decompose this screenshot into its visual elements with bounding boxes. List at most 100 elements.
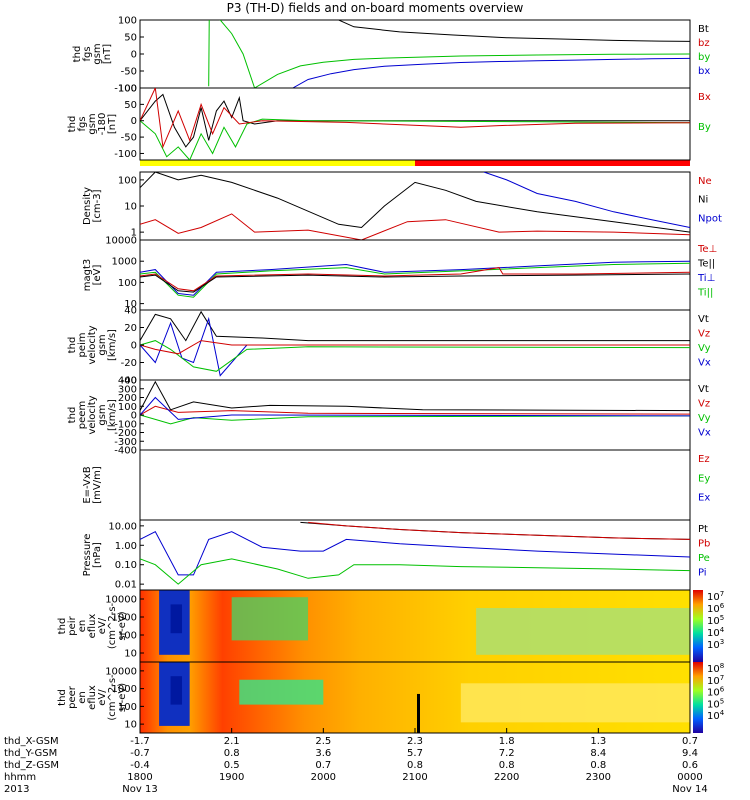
x-tick-value: 2100: [402, 772, 427, 783]
x-tick-value: 0.8: [499, 760, 515, 771]
series-line-pressure-1: [308, 521, 690, 540]
y-tick-label: 1.00: [115, 541, 137, 552]
y-tick-label: -100: [114, 419, 137, 430]
legend-entry: Ez: [698, 454, 710, 465]
y-tick-label: 0: [131, 341, 137, 352]
y-axis-label-line: magt3: [82, 259, 93, 292]
y-tick-label: 1000: [112, 257, 137, 268]
y-tick-label: 10000: [105, 236, 137, 247]
y-axis-label-line: eV/: [97, 689, 108, 706]
colorbar: [693, 662, 703, 733]
legend-entry: Vt: [698, 314, 709, 325]
y-axis-label-line: velocity: [87, 325, 98, 364]
series-line-peem-velocity-1: [140, 414, 690, 425]
legend-entry: Ti||: [697, 288, 713, 299]
y-axis-label-line: [km/s]: [107, 399, 118, 431]
y-tick-label: 0: [131, 116, 137, 127]
y-axis-label-line: -180: [97, 113, 108, 136]
series-line-temperature-1: [140, 262, 690, 298]
series-line-fgs-gsm-1: [208, 20, 690, 88]
y-tick-label: 1000: [112, 613, 137, 624]
y-axis-label-line: E=-VxB: [82, 466, 93, 503]
x-row-label: 2013: [4, 784, 29, 795]
x-tick-value: 2200: [494, 772, 519, 783]
y-tick-label: -100: [114, 84, 137, 95]
legend-entry: Pe: [698, 553, 710, 564]
x-tick-value: Nov 14: [672, 784, 707, 795]
y-tick-label: 10: [124, 299, 137, 310]
x-tick-value: 8.4: [590, 748, 606, 759]
y-tick-label: 10000: [105, 666, 137, 677]
series-line-peem-velocity-0: [140, 380, 690, 412]
x-row-label: thd_X-GSM: [4, 736, 59, 747]
y-axis-label-line: [eV]: [92, 265, 103, 286]
y-axis-label-line: [nT]: [102, 44, 113, 64]
x-tick-value: 7.2: [499, 748, 515, 759]
series-line-peim-velocity-0: [140, 310, 690, 342]
y-axis-label-line: velocity: [87, 395, 98, 434]
y-tick-label: 0: [131, 411, 137, 422]
y-tick-label: 10: [124, 649, 137, 660]
x-tick-value: 3.6: [315, 748, 331, 759]
y-axis-label-line: peir: [67, 615, 78, 635]
y-axis-label-line: gsm: [87, 113, 98, 134]
panel-frame-efield: [139, 449, 691, 521]
y-tick-label: 0.01: [115, 580, 137, 591]
series-line-pressure-0: [300, 521, 690, 540]
y-tick-label: 10: [124, 202, 137, 213]
series-line-fgs-gsm-0: [286, 20, 690, 42]
y-tick-label: -50: [121, 67, 137, 78]
y-tick-label: 10.00: [108, 521, 137, 532]
y-tick-label: 100: [118, 702, 137, 713]
x-tick-value: 2.3: [407, 736, 423, 747]
x-tick-value: 2300: [586, 772, 611, 783]
x-tick-value: 0.8: [407, 760, 423, 771]
x-tick-value: Nov 13: [122, 784, 157, 795]
x-row-label: hhmm: [4, 772, 36, 783]
legend-entry: Te⊥: [697, 244, 717, 255]
x-tick-value: 0.7: [315, 760, 331, 771]
y-axis-label-line: thd: [57, 618, 68, 635]
y-tick-label: 40: [124, 306, 137, 317]
legend-entry: Vy: [698, 343, 711, 354]
y-tick-label: 100: [118, 16, 137, 27]
legend-entry: Vz: [698, 399, 710, 410]
series-line-density-1: [140, 213, 690, 240]
legend-entry: bz: [698, 38, 710, 49]
x-tick-value: 2.5: [315, 736, 331, 747]
series-line-pressure-3: [140, 558, 690, 585]
legend-entry: Npot: [698, 213, 722, 224]
heatmap-warm-block: [239, 679, 324, 705]
y-axis-label-line: eflux: [87, 614, 98, 639]
legend-entry: Ey: [698, 473, 710, 484]
heatmap-dropout: [417, 693, 420, 733]
y-tick-label: -20: [121, 358, 137, 369]
y-axis-label-line: fgs: [82, 46, 93, 61]
y-tick-label: -40: [121, 376, 137, 387]
x-tick-value: -0.4: [130, 760, 150, 771]
x-tick-value: 0000: [677, 772, 702, 783]
x-tick-value: 9.4: [682, 748, 698, 759]
heatmap-cool-region: [476, 608, 690, 655]
legend-entry: Pi: [698, 568, 707, 579]
x-tick-value: -1.7: [130, 736, 150, 747]
y-tick-label: 10: [124, 720, 137, 731]
legend-entry: bx: [698, 66, 710, 77]
legend-entry: Vx: [698, 428, 711, 439]
legend-entry: Bt: [698, 24, 709, 35]
x-tick-value: 0.8: [224, 748, 240, 759]
series-line-temperature-2: [140, 267, 690, 292]
x-row-label: thd_Y-GSM: [4, 748, 57, 759]
colorbar-tick-label: 104: [707, 709, 725, 722]
y-axis-label-line: peer: [67, 685, 78, 709]
y-axis-label-line: gsm: [97, 404, 108, 425]
y-axis-label-line: thd: [67, 337, 78, 354]
series-line-density-0: [140, 172, 690, 233]
series-line-temperature-3: [140, 273, 690, 293]
y-axis-label-line: thd: [67, 116, 78, 133]
panel-frame-fgs-gsm-180: [139, 87, 691, 161]
mode-strip-slow: [140, 160, 415, 166]
legend-entry: Vx: [698, 358, 711, 369]
series-line-temperature-0: [140, 260, 690, 296]
